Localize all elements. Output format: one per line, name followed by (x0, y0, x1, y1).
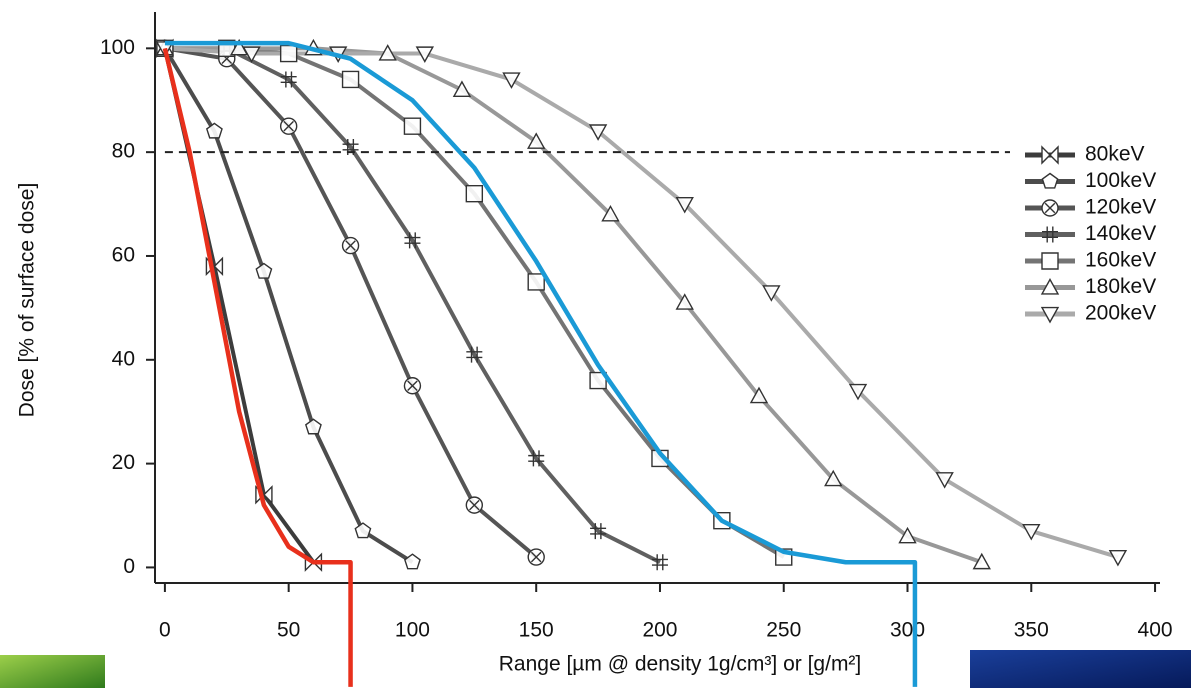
legend-marker (1041, 145, 1059, 165)
marker (404, 553, 421, 570)
series-line (164, 46, 1119, 559)
legend-marker (1041, 199, 1059, 217)
marker (972, 552, 991, 570)
marker (527, 132, 546, 149)
overlay-line (162, 47, 353, 687)
marker (935, 472, 954, 489)
legend-label: 120keV (1085, 196, 1156, 219)
y-tick-label: 80 (112, 140, 135, 163)
legend-marker (1042, 226, 1058, 243)
marker (1022, 523, 1041, 541)
legend-marker (1040, 306, 1060, 324)
overlay-line (164, 40, 918, 687)
x-tick-label: 250 (766, 619, 801, 642)
marker (528, 450, 545, 467)
marker (242, 46, 261, 63)
marker (465, 184, 484, 203)
x-tick-label: 100 (395, 619, 430, 642)
legend-marker (1041, 172, 1059, 189)
marker (675, 196, 694, 214)
marker (824, 469, 843, 487)
marker (403, 117, 422, 135)
legend-label: 140keV (1085, 222, 1156, 245)
x-tick-label: 200 (642, 619, 677, 642)
x-tick-label: 150 (519, 619, 554, 642)
marker (588, 124, 608, 141)
legend-marker (1040, 278, 1060, 295)
marker (205, 122, 223, 139)
marker (527, 548, 545, 566)
x-axis-label: Range [µm @ density 1g/cm³] or [g/m²] (499, 653, 862, 676)
marker (466, 346, 483, 363)
photo-fragment (0, 655, 105, 688)
x-tick-label: 400 (1138, 619, 1173, 642)
marker (502, 72, 521, 89)
marker (527, 273, 545, 291)
marker (341, 236, 360, 255)
marker (403, 377, 422, 395)
legend-label: 100keV (1085, 169, 1156, 192)
marker (304, 418, 322, 435)
marker (651, 554, 668, 571)
y-tick-label: 0 (123, 555, 135, 578)
legend-label: 200keV (1085, 302, 1156, 325)
marker (762, 285, 781, 302)
x-tick-label: 50 (277, 619, 300, 642)
marker (255, 262, 273, 279)
marker (280, 71, 297, 88)
marker (354, 522, 372, 539)
marker (465, 496, 484, 514)
y-tick-label: 60 (112, 244, 135, 267)
x-tick-label: 350 (1014, 619, 1049, 642)
marker (279, 44, 298, 63)
marker (279, 117, 298, 135)
legend-label: 80keV (1085, 143, 1145, 166)
y-tick-label: 40 (112, 347, 135, 370)
marker (590, 523, 607, 540)
marker (848, 383, 868, 401)
y-tick-label: 100 (100, 36, 135, 59)
marker (404, 232, 421, 249)
marker (341, 70, 360, 89)
y-axis-label: Dose [% of surface dose] (16, 183, 39, 418)
y-tick-label: 20 (112, 451, 135, 474)
marker (452, 80, 472, 97)
legend-label: 160keV (1085, 249, 1156, 272)
legend-marker (1041, 252, 1059, 270)
x-tick-label: 300 (890, 619, 925, 642)
photo-fragment (970, 650, 1191, 688)
marker (1108, 549, 1128, 567)
series-line (163, 47, 414, 564)
marker (601, 205, 620, 222)
marker (749, 386, 769, 404)
marker (415, 46, 435, 63)
marker (342, 138, 359, 155)
series-line (164, 46, 661, 565)
marker (898, 526, 917, 544)
legend-label: 180keV (1085, 275, 1156, 298)
marker (675, 293, 694, 310)
marker (378, 44, 397, 61)
x-tick-label: 0 (159, 619, 171, 642)
